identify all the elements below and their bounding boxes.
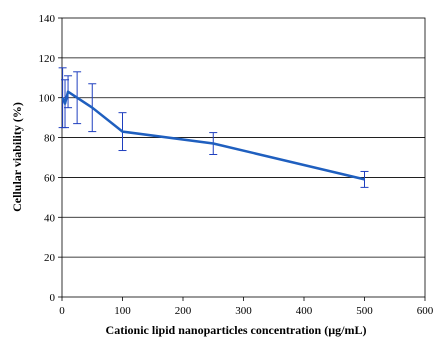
error-bar-7 [360, 170, 369, 188]
y-tick-label: 120 [39, 53, 56, 65]
y-tick-label: 20 [44, 252, 56, 264]
x-axis-ticks: 0 100 200 300 400 500 600 [59, 297, 434, 317]
y-tick-label: 0 [50, 292, 56, 304]
x-tick-label: 500 [356, 305, 373, 317]
series-line [61, 90, 365, 181]
x-tick-label: 0 [59, 305, 65, 317]
y-axis-title: Cellular viability (%) [10, 102, 24, 212]
y-tick-label: 40 [44, 212, 56, 224]
y-tick-label: 60 [44, 172, 56, 184]
x-tick-label: 200 [175, 305, 192, 317]
x-axis-title: Cationic lipid nanoparticles concentrati… [106, 323, 367, 337]
y-axis-ticks: 0 20 40 60 80 100 120 140 [39, 13, 62, 304]
plot-area [61, 17, 426, 298]
y-tick-label: 100 [39, 93, 56, 105]
y-tick-label: 80 [44, 133, 56, 145]
x-tick-label: 600 [417, 305, 434, 317]
x-tick-label: 300 [235, 305, 252, 317]
x-tick-label: 100 [114, 305, 131, 317]
y-tick-label: 140 [39, 13, 56, 25]
x-tick-label: 400 [296, 305, 313, 317]
